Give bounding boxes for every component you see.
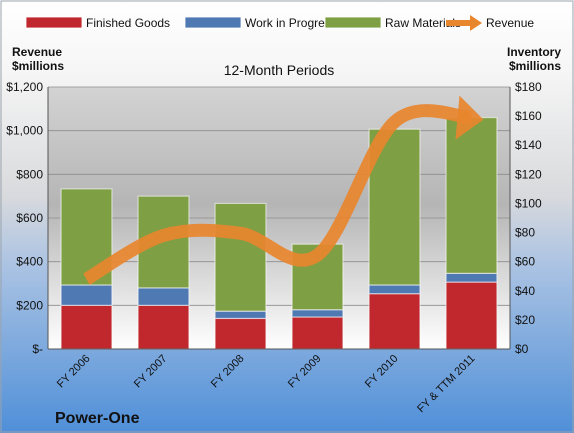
left-tick-label: $400 [16, 255, 43, 269]
revenue-point [394, 121, 395, 123]
chart-title: 12-Month Periods [224, 62, 335, 78]
revenue-point [240, 232, 241, 234]
axes: $- $200 $400 $600 $800 $1,000 $1,200 $0 $20 $40 $6… [6, 80, 542, 356]
right-axis-label-line1: Inventory [507, 45, 561, 59]
left-tick-label: $- [32, 342, 43, 356]
bar-segment-finished-goods [368, 293, 421, 350]
legend-swatch [25, 16, 83, 29]
right-tick-label: $140 [515, 138, 542, 152]
left-tick-label: $1,200 [6, 80, 43, 94]
right-tick-label: $120 [515, 167, 542, 181]
bar-segment-work-in-progress [291, 309, 344, 318]
bar-segment-raw-materials [214, 202, 267, 312]
revenue-series [83, 95, 484, 285]
right-tick-label: $60 [515, 255, 535, 269]
legend-label: Finished Goods [86, 16, 170, 30]
bar-segment-work-in-progress [445, 272, 498, 283]
legend-label: Raw Materials [385, 16, 461, 30]
revenue-point [317, 254, 318, 256]
left-axis-label-line1: Revenue [12, 45, 62, 59]
right-tick-label: $20 [515, 313, 535, 327]
revenue-point [163, 234, 164, 236]
bar-segment-finished-goods [291, 316, 344, 350]
right-tick-label: $40 [515, 284, 535, 298]
bar-segment-finished-goods [214, 317, 267, 350]
legend-label: Work in Progress [245, 16, 337, 30]
left-axis-label-line2: $millions [12, 59, 64, 73]
legend-label: Revenue [486, 16, 534, 30]
bar-segment-raw-materials [445, 116, 498, 274]
left-tick-label: $600 [16, 211, 43, 225]
right-tick-label: $180 [515, 80, 542, 94]
left-tick-label: $800 [16, 167, 43, 181]
bar-segment-work-in-progress [214, 310, 267, 320]
revenue-point [471, 117, 472, 119]
right-tick-label: $160 [515, 109, 542, 123]
left-tick-label: $200 [16, 298, 43, 312]
legend: Finished Goods Work in Progress Raw Materi… [25, 15, 534, 31]
bar-segment-work-in-progress [60, 284, 113, 306]
gridlines [48, 86, 510, 306]
bar-segment-finished-goods [137, 304, 190, 350]
legend-swatch [184, 16, 242, 29]
bars [60, 116, 498, 350]
bar-segment-finished-goods [445, 281, 498, 350]
bar-segment-work-in-progress [368, 284, 421, 295]
bar-segment-work-in-progress [137, 287, 190, 306]
legend-arrowhead [470, 15, 482, 31]
revenue-point [86, 278, 87, 280]
left-tick-label: $1,000 [6, 124, 43, 138]
right-tick-label: $100 [515, 196, 542, 210]
legend-swatch [324, 16, 382, 29]
right-tick-label: $0 [515, 342, 529, 356]
revenue-line [83, 104, 472, 285]
company-name: Power-One [55, 410, 140, 427]
bar-segment-finished-goods [60, 304, 113, 350]
revenue-arrowhead [455, 95, 484, 140]
right-axis-label-line2: $millions [509, 59, 561, 73]
right-tick-label: $80 [515, 226, 535, 240]
